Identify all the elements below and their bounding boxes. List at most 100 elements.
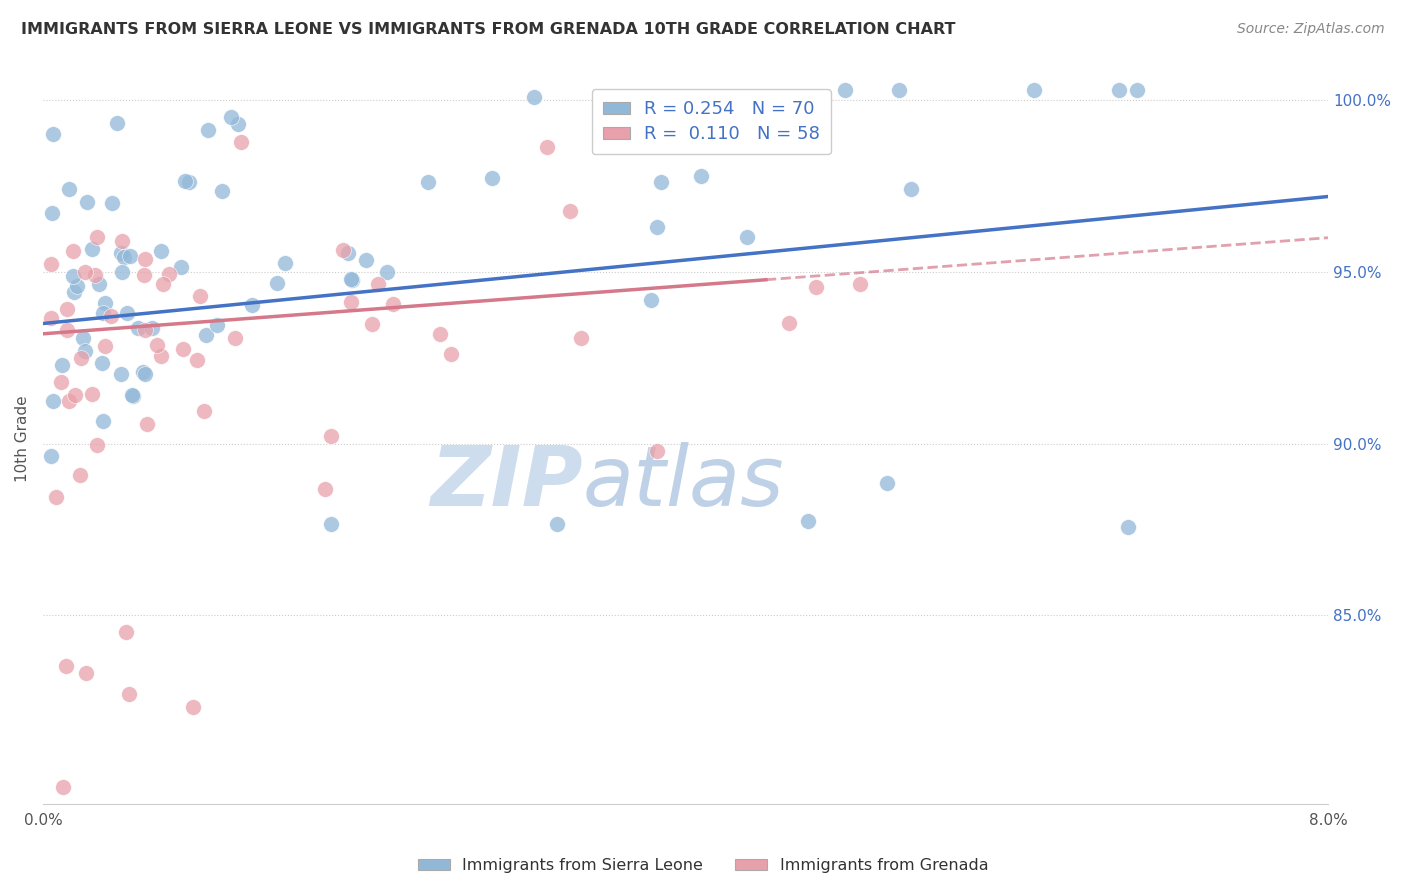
Point: [887, 83, 910, 97]
Point: [152, 277, 174, 291]
Point: [314, 482, 336, 496]
Point: [205, 318, 228, 332]
Point: [70, 351, 93, 365]
Point: [134, 268, 156, 283]
Point: [110, 234, 132, 248]
Point: [645, 220, 668, 235]
Point: [72, 331, 94, 345]
Point: [226, 117, 249, 131]
Point: [678, 108, 700, 122]
Point: [340, 272, 363, 286]
Point: [55, 323, 77, 337]
Point: [111, 264, 134, 278]
Text: Source: ZipAtlas.com: Source: ZipAtlas.com: [1237, 22, 1385, 37]
Point: [55, 659, 77, 673]
Point: [172, 342, 194, 356]
Point: [42, 127, 65, 141]
Point: [690, 169, 713, 183]
Point: [186, 353, 208, 368]
Text: ZIP: ZIP: [430, 442, 583, 523]
Point: [650, 175, 672, 189]
Point: [195, 328, 218, 343]
Point: [197, 122, 219, 136]
Point: [63, 285, 86, 300]
Point: [274, 256, 297, 270]
Text: IMMIGRANTS FROM SIERRA LEONE VS IMMIGRANTS FROM GRENADA 10TH GRADE CORRELATION C: IMMIGRANTS FROM SIERRA LEONE VS IMMIGRAN…: [21, 22, 956, 37]
Point: [522, 90, 544, 104]
Point: [219, 110, 242, 124]
Point: [134, 323, 156, 337]
Point: [84, 268, 107, 283]
Point: [336, 246, 359, 260]
Point: [62, 244, 84, 258]
Point: [91, 414, 114, 428]
Point: [150, 349, 173, 363]
Point: [127, 320, 149, 334]
Point: [231, 135, 253, 149]
Point: [100, 309, 122, 323]
Point: [118, 687, 141, 701]
Point: [134, 367, 156, 381]
Point: [86, 438, 108, 452]
Point: [188, 289, 211, 303]
Point: [481, 171, 503, 186]
Point: [110, 367, 132, 381]
Point: [332, 243, 354, 257]
Point: [105, 116, 128, 130]
Point: [94, 339, 117, 353]
Point: [41, 206, 63, 220]
Point: [66, 278, 89, 293]
Point: [39, 310, 62, 325]
Point: [876, 476, 898, 491]
Point: [375, 265, 398, 279]
Y-axis label: 10th Grade: 10th Grade: [15, 395, 30, 482]
Point: [110, 246, 132, 260]
Point: [51, 358, 73, 372]
Point: [1116, 520, 1139, 534]
Point: [354, 252, 377, 267]
Point: [340, 295, 363, 310]
Legend: Immigrants from Sierra Leone, Immigrants from Grenada: Immigrants from Sierra Leone, Immigrants…: [411, 852, 995, 880]
Point: [131, 365, 153, 379]
Legend: R = 0.254   N = 70, R =  0.110   N = 58: R = 0.254 N = 70, R = 0.110 N = 58: [592, 89, 831, 154]
Point: [645, 443, 668, 458]
Point: [183, 700, 205, 714]
Point: [75, 665, 97, 680]
Point: [76, 194, 98, 209]
Point: [242, 297, 264, 311]
Point: [146, 338, 169, 352]
Point: [150, 244, 173, 259]
Point: [546, 517, 568, 532]
Point: [56, 301, 79, 316]
Point: [63, 388, 86, 402]
Point: [62, 269, 84, 284]
Point: [141, 321, 163, 335]
Point: [778, 316, 800, 330]
Point: [848, 277, 870, 291]
Point: [115, 306, 138, 320]
Point: [73, 344, 96, 359]
Point: [797, 120, 820, 134]
Point: [367, 277, 389, 292]
Point: [713, 95, 735, 110]
Point: [69, 468, 91, 483]
Point: [179, 175, 201, 189]
Point: [94, 296, 117, 310]
Point: [735, 138, 758, 153]
Point: [174, 174, 197, 188]
Point: [340, 273, 363, 287]
Point: [170, 260, 193, 275]
Point: [640, 293, 662, 307]
Point: [89, 277, 111, 292]
Point: [319, 517, 342, 532]
Point: [796, 514, 818, 528]
Point: [381, 297, 404, 311]
Point: [52, 780, 75, 794]
Point: [80, 242, 103, 256]
Point: [121, 389, 143, 403]
Point: [224, 331, 246, 345]
Point: [115, 625, 138, 640]
Point: [266, 276, 288, 290]
Point: [1125, 83, 1147, 97]
Point: [112, 251, 135, 265]
